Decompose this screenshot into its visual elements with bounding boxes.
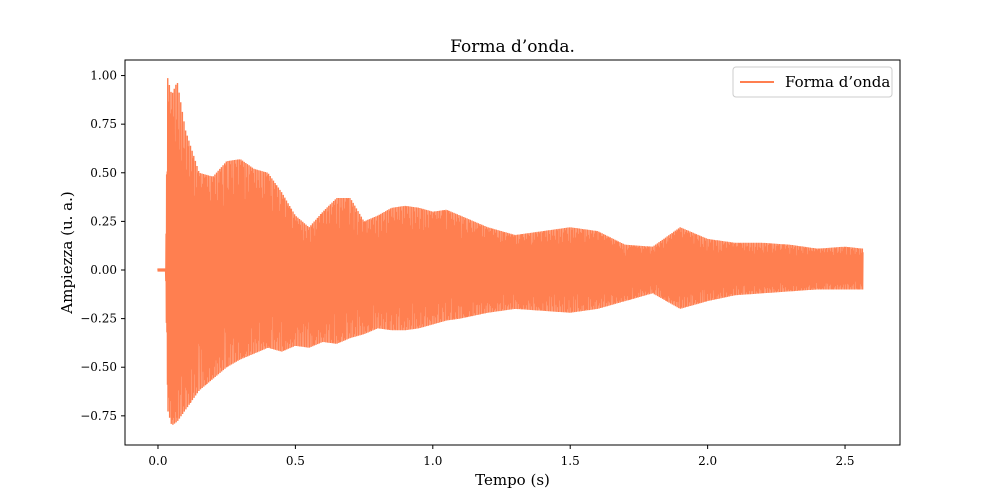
x-tick-label: 2.5 xyxy=(835,454,854,468)
x-tick-label: 1.0 xyxy=(423,454,442,468)
legend-box xyxy=(732,66,893,98)
legend-label: Forma d’onda xyxy=(785,73,890,91)
series-line-forma-donda xyxy=(157,78,864,425)
y-tick-label: 0.50 xyxy=(90,166,117,180)
legend: Forma d’onda xyxy=(732,66,893,98)
axes-frame xyxy=(124,59,901,446)
x-tick-label: 0.5 xyxy=(286,454,305,468)
x-axis: 0.0 0.5 1.0 1.5 2.0 2.5 xyxy=(148,445,855,468)
x-tick-label: 2.0 xyxy=(698,454,717,468)
y-tick-label: 0.25 xyxy=(90,214,117,228)
y-tick-label: −0.50 xyxy=(80,360,117,374)
y-tick-label: 1.00 xyxy=(90,69,117,83)
x-tick-label: 1.5 xyxy=(561,454,580,468)
x-axis-label: Tempo (s) xyxy=(475,471,550,489)
plot-area xyxy=(157,78,864,425)
x-tick-label: 0.0 xyxy=(148,454,167,468)
y-tick-label: −0.75 xyxy=(80,409,117,423)
chart-title: Forma d’onda. xyxy=(450,37,575,57)
y-tick-label: 0.75 xyxy=(90,117,117,131)
y-axis-label: Ampiezza (u. a.) xyxy=(58,191,76,314)
y-tick-label: 0.00 xyxy=(90,263,117,277)
y-axis: −0.75 −0.50 −0.25 0.00 0.25 0.50 0.75 1.00 xyxy=(80,69,125,423)
y-tick-label: −0.25 xyxy=(80,312,117,326)
